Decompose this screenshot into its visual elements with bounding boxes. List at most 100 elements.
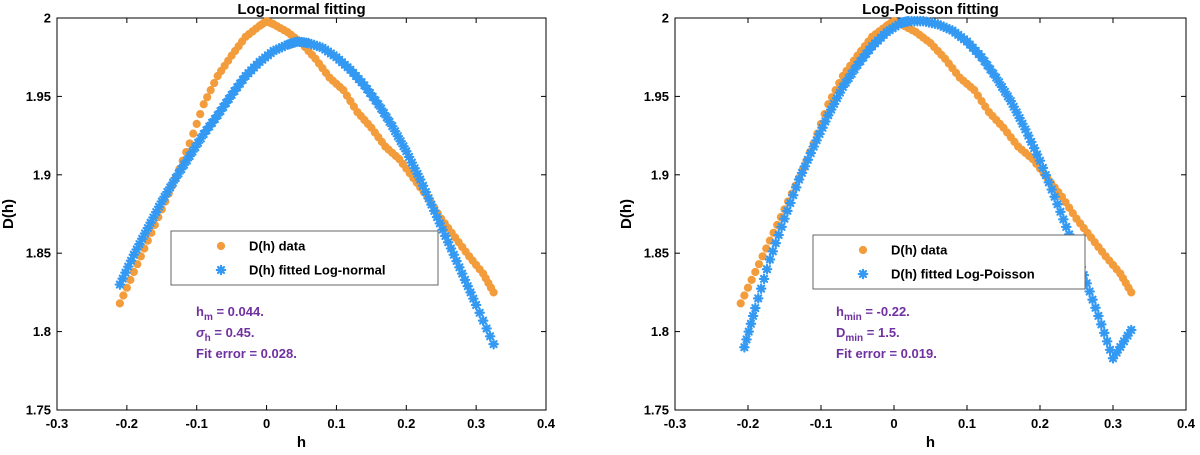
fit-point (445, 243, 457, 254)
fit-point (982, 60, 993, 71)
fit-point (125, 255, 137, 267)
fit-point (755, 283, 767, 294)
fit-point (785, 197, 796, 209)
x-tick-label: 0.1 (958, 416, 976, 431)
fit-point (164, 182, 176, 193)
annotation-line: Dmin = 1.5. (836, 325, 900, 344)
fit-point (825, 104, 837, 115)
fit-point (1096, 319, 1107, 330)
fit-point (932, 18, 944, 30)
fit-point (743, 326, 755, 337)
fit-point (779, 213, 790, 224)
fit-point (993, 76, 1005, 88)
fit-point (134, 238, 145, 250)
data-point (489, 288, 498, 297)
fit-point (990, 72, 1002, 83)
fit-point (145, 217, 156, 229)
fit-point (459, 274, 471, 286)
fit-point (481, 323, 492, 334)
fit-point (782, 205, 793, 217)
fit-point (837, 81, 849, 93)
fit-point (448, 249, 460, 261)
x-axis-label: h (926, 434, 935, 451)
x-tick-label: -0.2 (737, 416, 759, 431)
x-tick-label: 0.2 (397, 416, 415, 431)
fit-point (488, 338, 499, 350)
fit-point (142, 222, 154, 234)
fit-point (400, 145, 412, 157)
fit-point (389, 125, 401, 137)
legend-label: D(h) fitted Log-normal (249, 263, 385, 278)
fit-point (437, 224, 448, 235)
fit-point (117, 273, 128, 284)
fit-point (114, 279, 126, 290)
data-point (206, 86, 215, 95)
fit-point (392, 130, 404, 142)
annotation-value: = -0.22. (862, 304, 910, 319)
fit-point (1084, 286, 1095, 297)
fit-point (834, 87, 846, 98)
fit-point (1122, 330, 1133, 341)
plot-frame (56, 17, 547, 411)
fit-point (767, 246, 779, 257)
y-tick-label: 1.95 (26, 89, 51, 104)
y-axis-label: D(h) (0, 199, 17, 229)
fit-point (935, 20, 947, 31)
fit-point (409, 162, 420, 174)
x-tick-label: 0.2 (1031, 416, 1049, 431)
legend-box (812, 234, 1086, 290)
series-2 (114, 36, 499, 350)
fit-point (470, 299, 482, 311)
fit-point (1031, 149, 1043, 160)
y-tick-label: 1.95 (644, 89, 669, 104)
fit-point (375, 103, 387, 114)
fit-point (1040, 169, 1052, 181)
y-tick-label: 1.8 (651, 324, 669, 339)
fit-point (384, 116, 395, 128)
chart-panel-2: -0.3 -0.2 -0.1 0 0.1 0.2 0.3 0.4 1.75 1.8 1.85 1.9 1… (618, 1, 1196, 451)
data-point (1127, 288, 1136, 297)
fit-point (128, 249, 140, 261)
fit-point (1020, 124, 1031, 135)
fit-point (793, 174, 805, 185)
fit-point (153, 201, 165, 213)
data-point (115, 299, 124, 308)
fit-point (378, 107, 390, 119)
annotation-subscript: h (205, 333, 211, 344)
y-tick-label: 2 (662, 11, 669, 26)
fit-point (976, 51, 987, 63)
x-tick-label: 0 (263, 416, 270, 431)
fit-point (805, 147, 817, 159)
fit-point (173, 168, 184, 179)
fit-point (1023, 130, 1034, 141)
series-2 (739, 15, 1137, 364)
fit-point (373, 98, 384, 110)
fit-point (456, 268, 468, 279)
fit-point (431, 211, 443, 223)
fit-point (468, 293, 479, 304)
x-tick-label: -0.3 (46, 416, 68, 431)
fit-point (1118, 336, 1130, 347)
fit-point (944, 23, 955, 35)
x-tick-label: -0.1 (186, 416, 208, 431)
fit-point (184, 150, 196, 162)
fit-point (403, 151, 415, 163)
fit-point (739, 341, 750, 353)
annotation-symbol: h (196, 304, 204, 319)
fit-point (187, 146, 198, 157)
fit-point (1111, 347, 1122, 358)
fit-point (1014, 112, 1025, 124)
fit-point (1037, 162, 1049, 174)
data-point (754, 260, 764, 269)
fit-point (1055, 206, 1066, 218)
fit-point (1052, 198, 1063, 210)
fit-point (1107, 352, 1119, 364)
annotation-value: = 1.5. (863, 325, 900, 340)
fit-point (195, 133, 207, 144)
fit-point (220, 97, 232, 109)
fit-point (381, 112, 393, 123)
data-point (192, 119, 201, 128)
fit-point (212, 109, 223, 121)
x-tick-label: 0.4 (537, 416, 556, 431)
